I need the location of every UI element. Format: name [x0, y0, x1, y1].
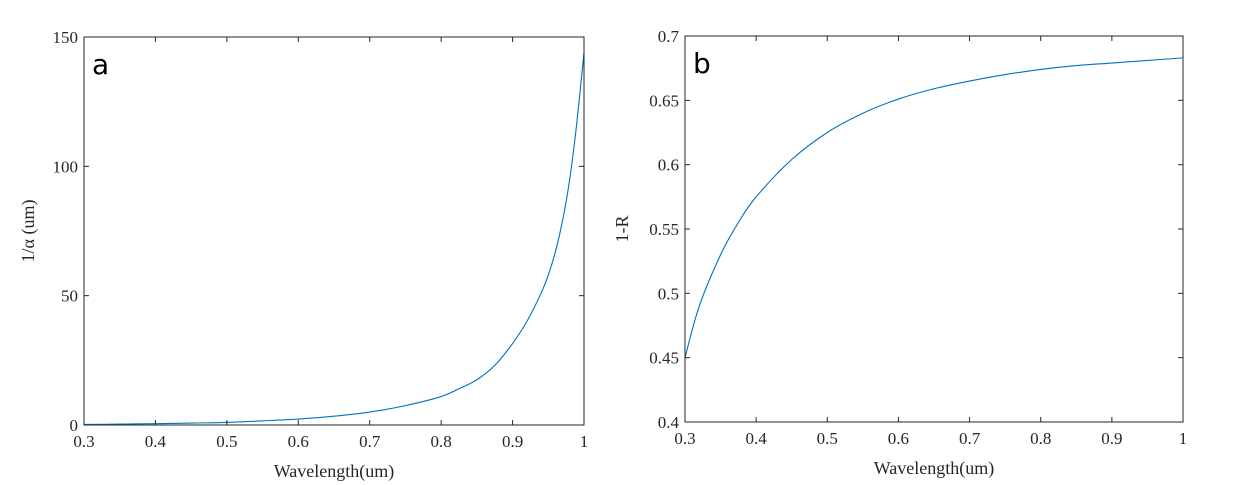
x-tick-label: 0.7: [959, 429, 981, 448]
plot-b: 0.3 0.4 0.5 0.6 0.7 0.8 0.9 10.40.450.50.550.60…: [612, 27, 1187, 479]
x-tick-label: 0.9: [1101, 429, 1122, 448]
x-axis-label: Wavelength(um): [274, 461, 395, 482]
x-tick-label: 0.3: [73, 432, 94, 451]
y-tick-label: 0.5: [658, 284, 679, 303]
plot-a: 0.3 0.4 0.5 0.6 0.7 0.8 0.9 1 0 50 100 150 Wavelengt…: [18, 28, 588, 482]
y-tick-label: 0.55: [649, 220, 679, 239]
y-axis-label: 1/α (um): [18, 200, 39, 263]
y-tick-label: 50: [61, 287, 78, 306]
y-tick-label: 0.7: [658, 27, 680, 46]
x-tick-label: 0.6: [888, 429, 909, 448]
axes-box: [83, 36, 585, 426]
y-tick-label: 0.65: [649, 91, 679, 110]
x-axis-label: Wavelength(um): [874, 458, 995, 479]
x-tick-label: 0.8: [431, 432, 452, 451]
y-tick-label: 100: [53, 157, 79, 176]
x-tick-label: 0.9: [502, 432, 523, 451]
y-tick-label: 0.4: [658, 413, 680, 432]
panel-label: b: [693, 47, 711, 80]
x-tick-label: 0.7: [359, 432, 381, 451]
y-tick-label: 0: [70, 416, 79, 435]
x-tick-label: 1: [580, 432, 589, 451]
y-tick-label: 150: [53, 28, 79, 47]
x-tick-label: 0.8: [1030, 429, 1051, 448]
x-tick-label: 0.4: [145, 432, 167, 451]
y-axis-label: 1-R: [612, 216, 632, 243]
x-tick-label: 0.3: [674, 429, 695, 448]
panel-label: a: [92, 48, 109, 81]
x-tick-label: 0.4: [746, 429, 768, 448]
x-tick-label: 1: [1179, 429, 1188, 448]
x-tick-label: 0.5: [216, 432, 237, 451]
x-tick-label: 0.6: [288, 432, 309, 451]
series-line: [684, 57, 1184, 358]
axes-box: [684, 35, 1184, 423]
x-tick-label: 0.5: [817, 429, 838, 448]
y-tick-label: 0.6: [658, 156, 679, 175]
series-line: [83, 52, 585, 426]
y-tick-label: 0.45: [649, 349, 679, 368]
